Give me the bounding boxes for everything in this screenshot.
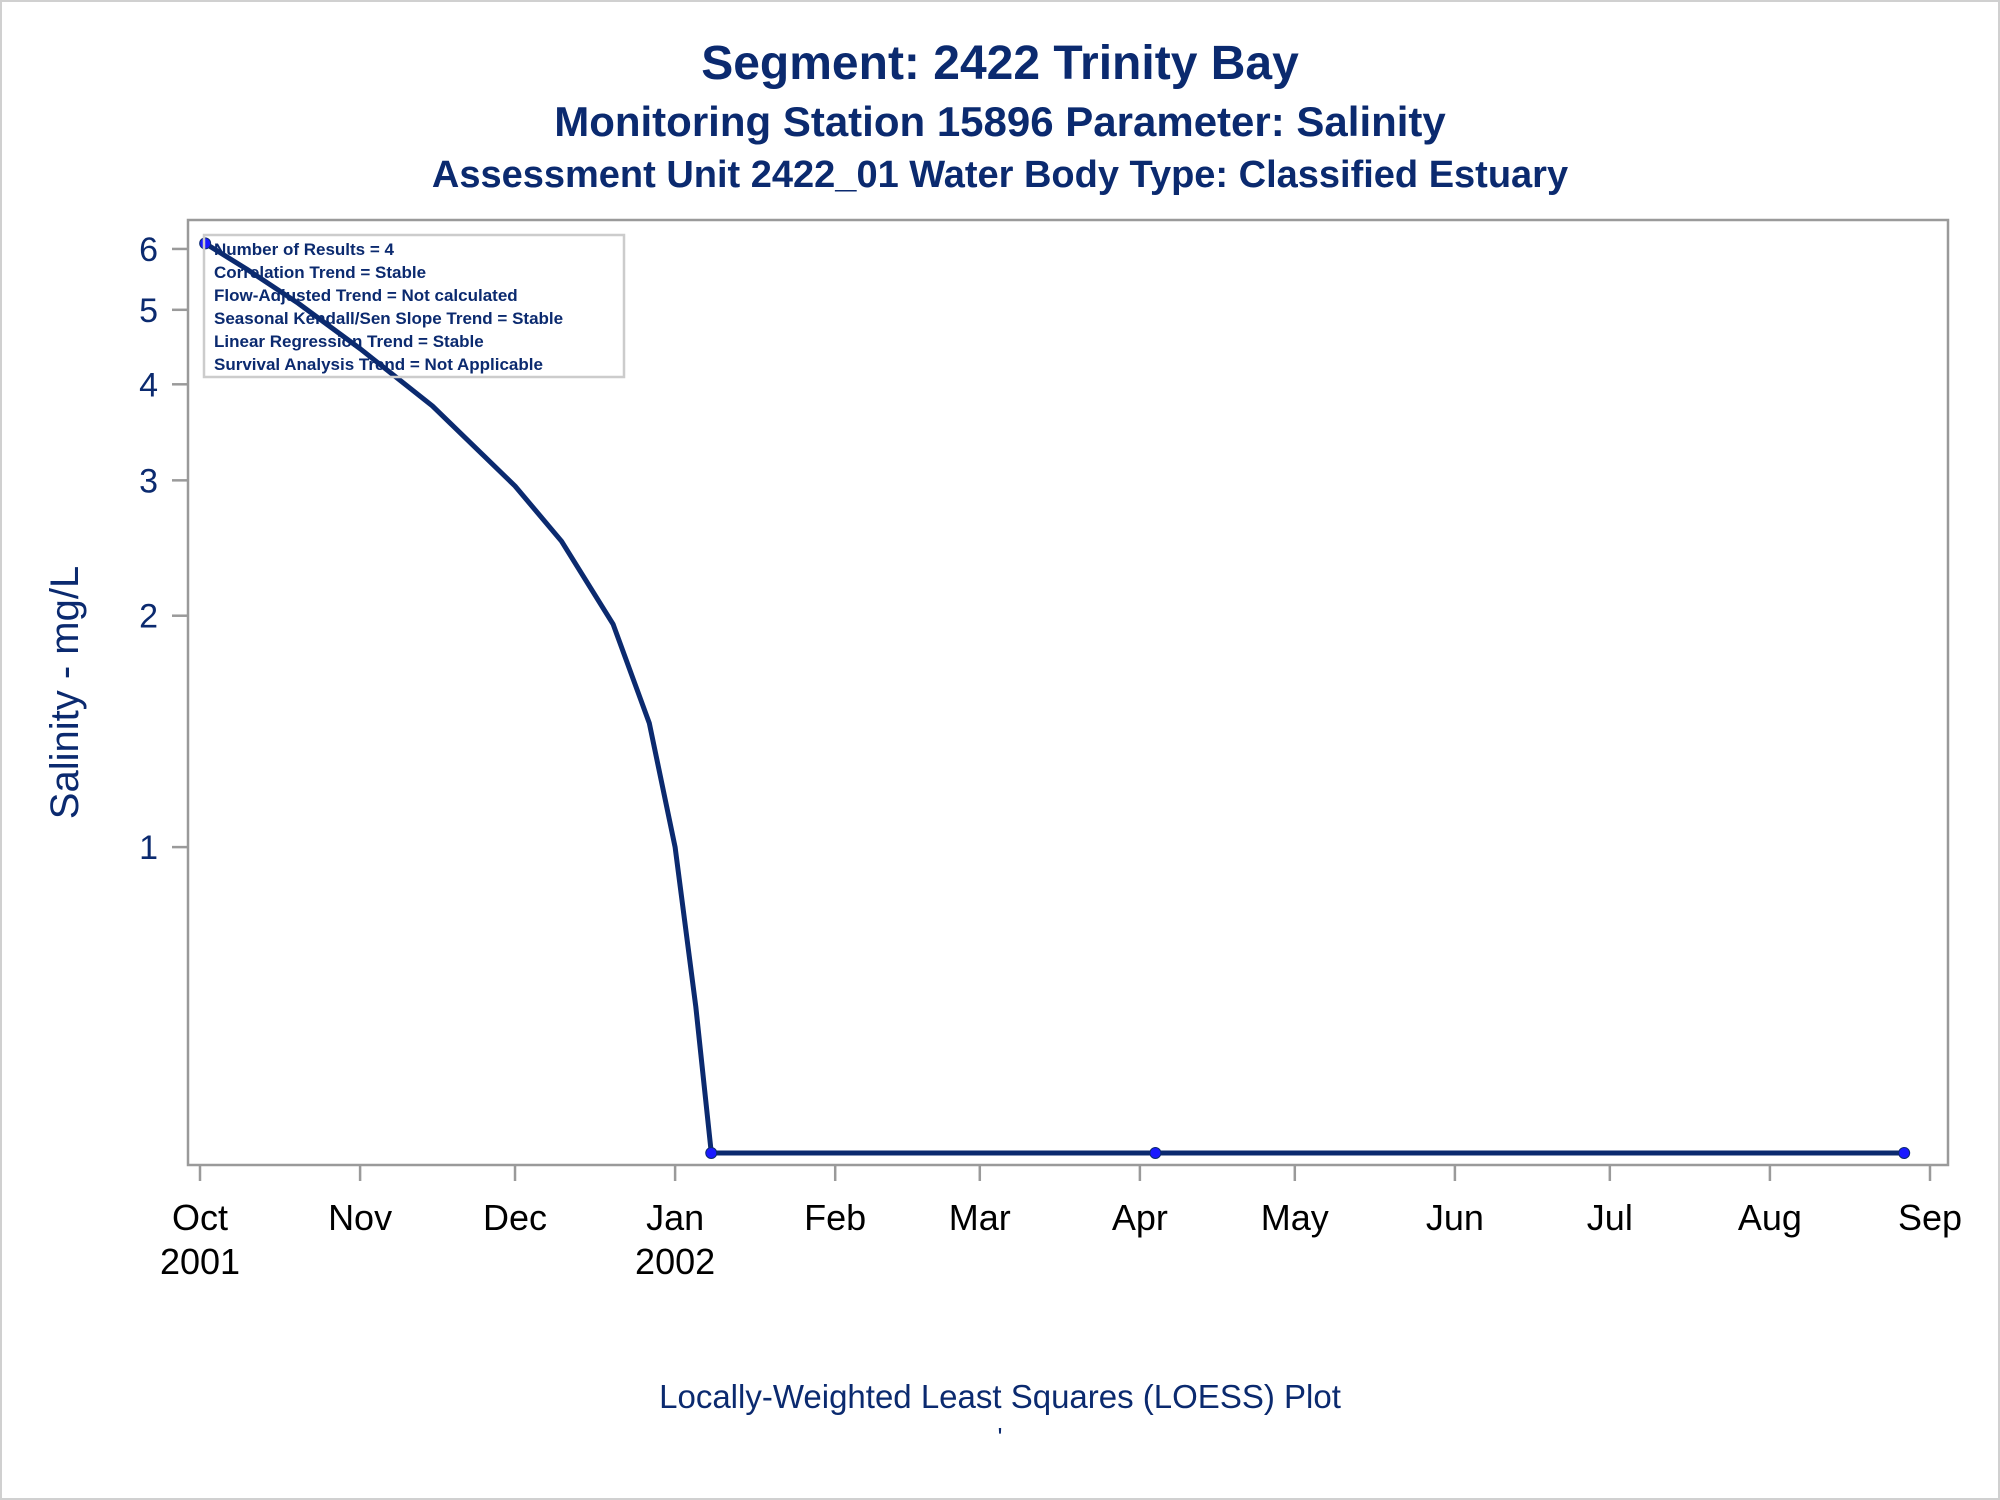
- footnote-mark: ': [997, 1422, 1003, 1452]
- y-tick-label: 4: [139, 366, 158, 404]
- stats-line: Number of Results = 4: [214, 240, 395, 259]
- y-tick-label: 6: [139, 231, 158, 269]
- data-point: [1898, 1147, 1911, 1159]
- y-tick-label: 3: [139, 462, 158, 500]
- stats-line: Seasonal Kendall/Sen Slope Trend = Stabl…: [214, 309, 563, 328]
- x-tick-label: Apr: [1112, 1197, 1168, 1238]
- x-tick-label: Jul: [1587, 1197, 1633, 1238]
- y-tick-label: 5: [139, 292, 158, 330]
- x-tick-label: Jun: [1426, 1197, 1484, 1238]
- x-tick-year-label: 2001: [160, 1241, 240, 1282]
- x-tick-year-label: 2002: [635, 1241, 715, 1282]
- footnote: Locally-Weighted Least Squares (LOESS) P…: [659, 1378, 1341, 1415]
- stats-box-border: [202, 233, 626, 379]
- x-tick-label: Nov: [328, 1197, 392, 1238]
- y-tick-label: 2: [139, 598, 158, 636]
- x-tick-label: May: [1261, 1197, 1329, 1238]
- chart-title: Segment: 2422 Trinity Bay: [701, 37, 1299, 90]
- x-tick-label: Mar: [949, 1197, 1011, 1238]
- x-tick-label: Oct: [172, 1197, 228, 1238]
- stats-line: Survival Analysis Trend = Not Applicable: [214, 355, 543, 374]
- stats-line: Flow-Adjusted Trend = Not calculated: [214, 286, 518, 305]
- x-tick-label: Feb: [804, 1197, 866, 1238]
- data-point: [705, 1147, 718, 1159]
- chart-subtitle-2: Assessment Unit 2422_01 Water Body Type:…: [431, 154, 1569, 196]
- stats-box: Number of Results = 4 Correlation Trend =…: [202, 233, 626, 379]
- x-tick-label: Sep: [1898, 1197, 1962, 1238]
- y-tick-label: 1: [139, 829, 158, 867]
- x-tick-label: Dec: [483, 1197, 547, 1238]
- plot-area-border: [186, 218, 1950, 1167]
- stats-line: Linear Regression Trend = Stable: [214, 332, 484, 351]
- stats-line: Correlation Trend = Stable: [214, 263, 426, 282]
- chart-subtitle: Monitoring Station 15896 Parameter: Sali…: [554, 98, 1446, 145]
- data-point: [1149, 1147, 1162, 1159]
- x-tick-label: Aug: [1738, 1197, 1802, 1238]
- loess-line: [202, 240, 1907, 1156]
- series-layer: [199, 237, 1911, 1159]
- y-axis-label: Salinity - mg/L: [43, 566, 87, 819]
- x-tick-label: Jan: [646, 1197, 704, 1238]
